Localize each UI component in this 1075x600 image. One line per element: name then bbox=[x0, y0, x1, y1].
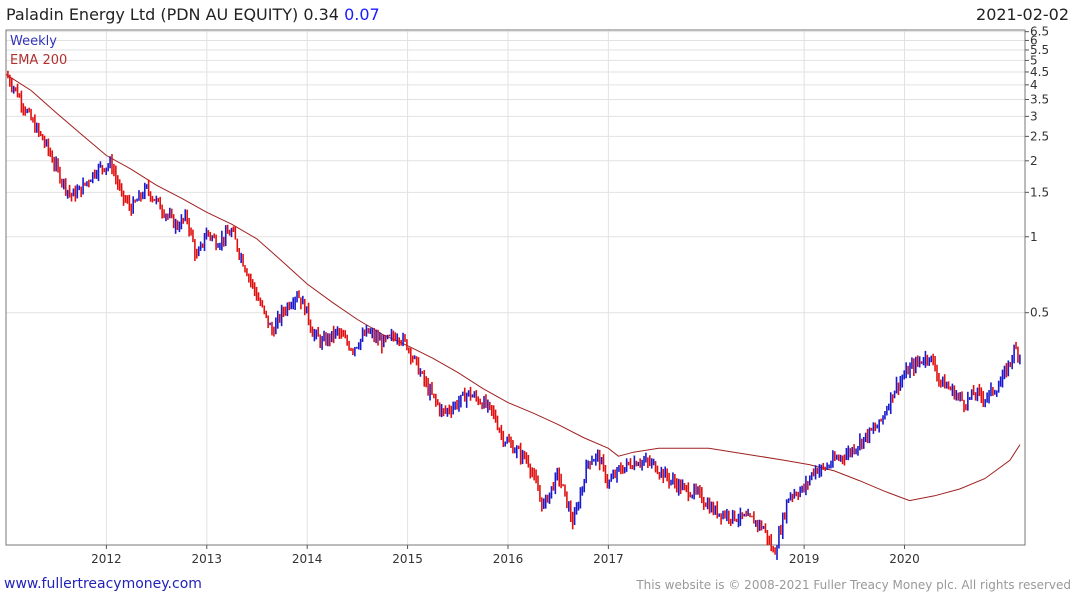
x-tick-label: 2020 bbox=[889, 552, 920, 566]
legend-ema: EMA 200 bbox=[10, 53, 67, 68]
y-tick-label: 2 bbox=[1030, 154, 1038, 168]
x-tick-label: 2017 bbox=[593, 552, 624, 566]
y-tick-label: 6 bbox=[1030, 33, 1038, 47]
chart-title: Paladin Energy Ltd (PDN AU EQUITY) 0.34 … bbox=[6, 5, 380, 24]
y-tick-label: 4 bbox=[1030, 78, 1038, 92]
y-tick-label: 1 bbox=[1030, 230, 1038, 244]
x-tick-label: 2012 bbox=[91, 552, 122, 566]
ema-series bbox=[5, 73, 1021, 502]
x-axis: 2012 2013 2014 2015 2016 2017 2019 2020 bbox=[91, 545, 920, 566]
y-tick-label: 3.5 bbox=[1030, 92, 1049, 106]
y-tick-label: 5.5 bbox=[1030, 43, 1049, 57]
plot-frame bbox=[5, 29, 1026, 546]
copyright-notice: This website is © 2008-2021 Fuller Treac… bbox=[636, 578, 1071, 592]
chart-date: 2021-02-02 bbox=[976, 5, 1069, 24]
price-change: 0.07 bbox=[344, 5, 380, 24]
y-tick-label: 5 bbox=[1030, 53, 1038, 67]
x-tick-label: 2013 bbox=[192, 552, 223, 566]
x-tick-label: 2019 bbox=[789, 552, 820, 566]
ema-line bbox=[5, 73, 1021, 502]
site-link[interactable]: www.fullertreacymoney.com bbox=[4, 576, 202, 592]
y-tick-label: 1.5 bbox=[1030, 185, 1049, 199]
y-tick-label: 0.5 bbox=[1030, 306, 1049, 320]
x-tick-label: 2016 bbox=[493, 552, 524, 566]
x-tick-label: 2015 bbox=[392, 552, 423, 566]
chart-grid bbox=[6, 30, 1025, 545]
y-tick-label: 3 bbox=[1030, 109, 1038, 123]
chart-title-text: Paladin Energy Ltd (PDN AU EQUITY) 0.34 bbox=[6, 5, 339, 24]
legend-weekly: Weekly bbox=[10, 34, 57, 49]
y-axis: 6.565.554.543.5 3 2.5 2 1.5 1 0.5 bbox=[1025, 25, 1049, 320]
y-tick-label: 2.5 bbox=[1030, 129, 1049, 143]
y-tick-label: 4.5 bbox=[1030, 65, 1049, 79]
y-tick-label: 6.5 bbox=[1030, 25, 1049, 39]
weekly-series bbox=[7, 70, 1021, 560]
x-tick-label: 2014 bbox=[292, 552, 323, 566]
